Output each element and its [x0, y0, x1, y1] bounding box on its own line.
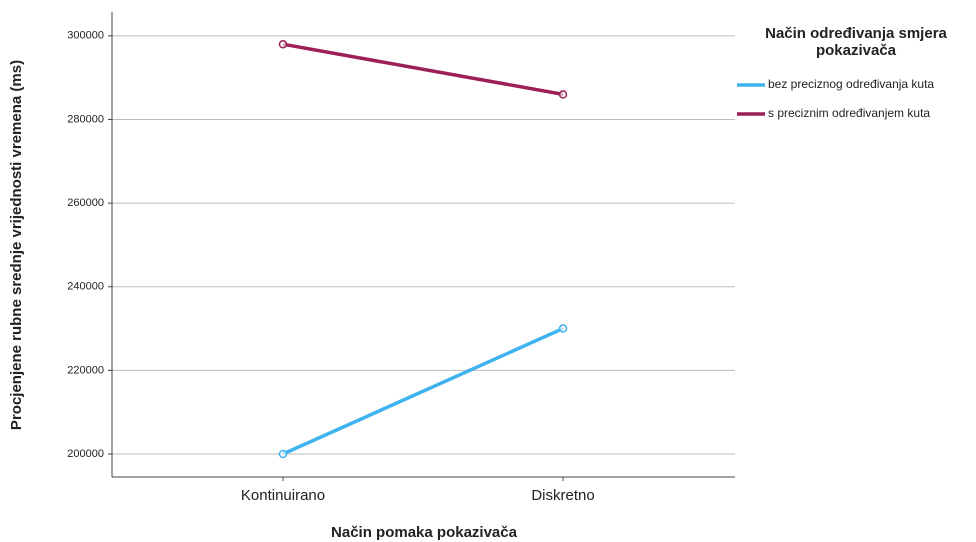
point-marker — [278, 449, 288, 459]
x-axis-title: Način pomaka pokazivača — [331, 524, 518, 541]
y-tick-label: 260000 — [67, 197, 104, 209]
series-line — [282, 42, 564, 97]
x-tick-label: Diskretno — [531, 487, 594, 504]
y-tick-label: 240000 — [67, 281, 104, 293]
y-tick-label: 200000 — [67, 448, 104, 460]
y-axis-title: Procjenjene rubne srednje vrijednosti vr… — [8, 59, 25, 431]
y-tick-label: 300000 — [67, 30, 104, 42]
legend-label: bez preciznog određivanja kuta — [768, 77, 935, 91]
point-marker — [558, 90, 568, 99]
point-marker — [558, 324, 568, 333]
point-marker — [278, 39, 288, 49]
y-tick-label: 220000 — [67, 364, 104, 376]
legend-title: Način određivanja smjera pokazivača — [765, 25, 947, 59]
series-line — [282, 326, 564, 456]
legend-label: s preciznim određivanjem kuta — [768, 106, 931, 120]
x-tick-label: Kontinuirano — [241, 487, 325, 504]
y-tick-label: 280000 — [67, 113, 104, 125]
